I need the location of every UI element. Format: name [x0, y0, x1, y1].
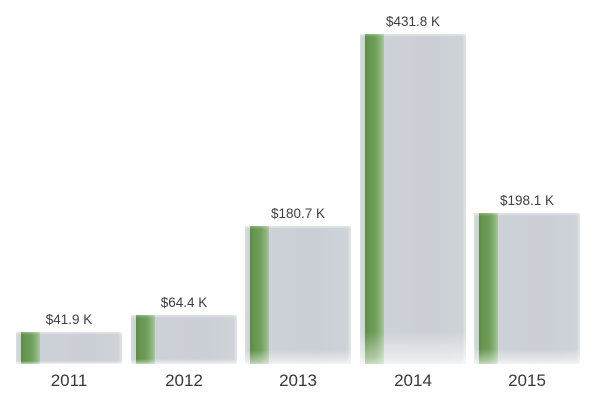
bar-2013: [245, 226, 351, 364]
x-axis-label-2011: 2011: [50, 371, 88, 390]
bar-accent-stripe: [136, 315, 155, 364]
bar-accent-stripe: [250, 226, 269, 364]
bar-accent-stripe: [365, 34, 384, 364]
bar-2011: [16, 332, 122, 364]
x-axis-label-2014: 2014: [394, 371, 432, 390]
value-label-2014: $431.8 K: [385, 14, 441, 29]
bar-accent-stripe: [479, 213, 498, 364]
bar-2015: [474, 213, 580, 364]
x-axis-label-2012: 2012: [165, 371, 203, 390]
value-label-2012: $64.4 K: [160, 295, 208, 310]
value-label-2013: $180.7 K: [270, 206, 326, 221]
bar-2014: [360, 34, 466, 364]
value-label-2011: $41.9 K: [45, 312, 93, 327]
x-axis-label-2013: 2013: [279, 371, 317, 390]
value-label-2015: $198.1 K: [499, 193, 555, 208]
bar-2012: [131, 315, 237, 364]
bar-accent-stripe: [21, 332, 40, 364]
x-axis-label-2015: 2015: [508, 371, 546, 390]
